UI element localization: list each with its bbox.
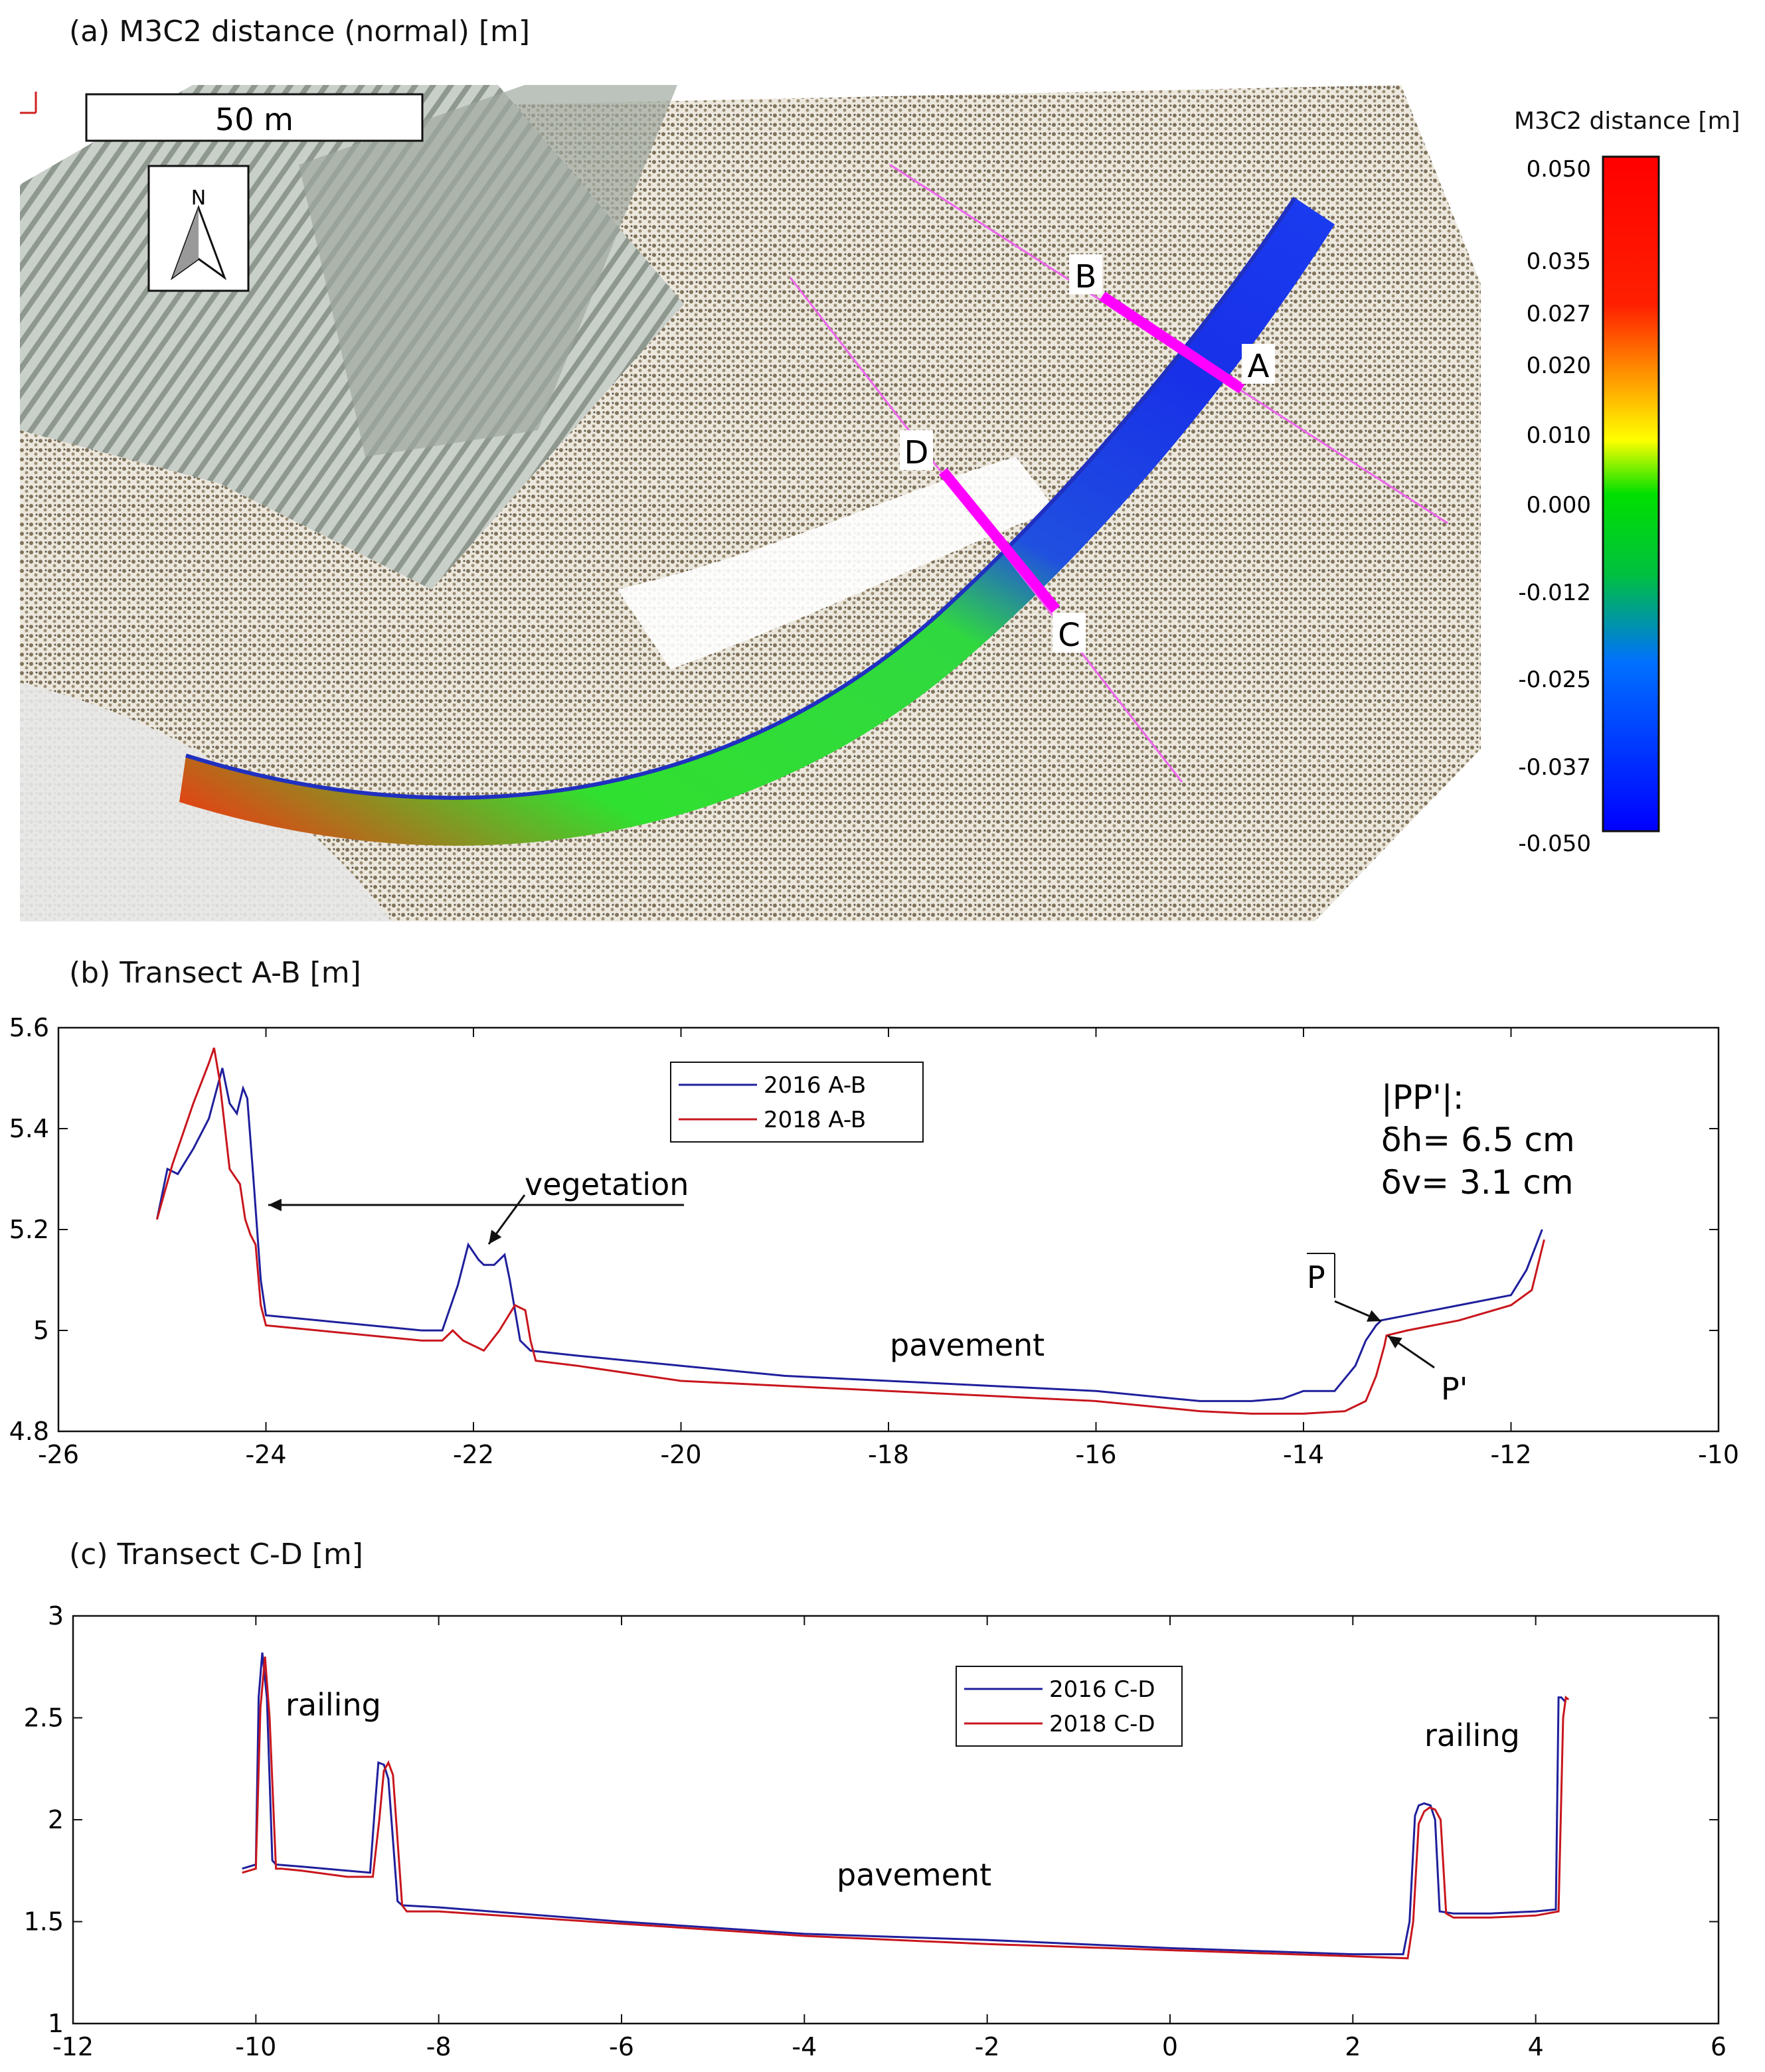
x-tick-label: 0 [1162,2032,1178,2061]
snow-patch [618,457,1056,669]
annotation-arrowhead [268,1198,282,1212]
y-tick-label: 2.5 [24,1704,64,1733]
y-tick-label: 5.2 [9,1215,49,1244]
series-line-2016 [242,1652,1566,1956]
bridge-edge [185,197,1297,800]
colorbar-ticks: 0.050 0.035 0.027 0.020 0.010 0.000 -0.012 -0.0… [1518,156,1591,857]
annotation-arrowhead [489,1230,502,1244]
colorbar-tick-label: -0.037 [1518,754,1591,781]
colorbar-svg: 0.050 0.035 0.027 0.020 0.010 0.000 -0.012 -0.0… [1518,155,1660,857]
scale-bar: 50 m [85,93,424,142]
panel-a-title: (a) M3C2 distance (normal) [m] [69,15,531,48]
panel-b-title: (b) Transect A-B [m] [69,956,361,990]
plot-area [72,1615,1720,2025]
svg-text:B: B [1075,258,1097,295]
m3c2-map-panel: A B C D 50 m N [20,85,1481,921]
x-tick-label: 2 [1345,2032,1361,2061]
legend-box [670,1062,924,1143]
svg-text:D: D [904,434,929,471]
x-tick-label: -22 [453,1440,494,1469]
annotation-label: pavement [837,1857,991,1893]
y-tick-label: 1.5 [24,1907,64,1937]
y-tick-label: 5 [33,1316,49,1345]
legend-label: 2016 A-B [764,1072,866,1099]
transect-ab [1099,291,1245,394]
transect-cd-chart: -12 -10 -8 -6 -4 -2 0 2 4 6 1 1.5 2 2.5 3 2016 C-D 2018 … [24,1601,1727,2061]
x-tick-label: -10 [235,2032,276,2061]
annotation-label: δh= 6.5 cm [1381,1121,1575,1159]
legend-label: 2018 A-B [764,1107,866,1133]
series-line-2018 [155,1047,1545,1415]
svg-text:50 m: 50 m [215,102,294,137]
annotation-label: railing [286,1687,381,1723]
x-tick-label: -16 [1075,1440,1116,1469]
corner-marker [20,92,37,114]
svg-text:A: A [1248,348,1270,385]
x-tick-label: -14 [1283,1440,1324,1469]
x-tick-label: -18 [868,1440,909,1469]
colorbar-tick-label: 0.027 [1527,301,1591,327]
colorbar-gradient [1602,155,1660,833]
m3c2-map-svg: A B C D 50 m N [20,85,1481,921]
x-tick-label: -6 [609,2032,634,2061]
x-tick-label: -24 [245,1440,286,1469]
colorbar-tick-label: 0.035 [1527,248,1591,275]
colorbar-tick-label: -0.050 [1518,831,1591,857]
annotation-arrowhead [1388,1336,1402,1349]
colorbar-tick-label: 0.050 [1527,156,1591,183]
colorbar-title: M3C2 distance [m] [1514,108,1740,135]
colorbar-tick-label: 0.010 [1527,422,1591,449]
x-tick-label: -26 [38,1440,79,1469]
roof-structure [299,85,677,457]
y-tick-label: 4.8 [9,1417,49,1446]
annotation-label: vegetation [525,1166,689,1202]
y-tick-label: 5.6 [9,1013,49,1042]
colorbar-tick-label: 0.020 [1527,353,1591,379]
label-a: A [1242,344,1275,385]
x-tick-label: 4 [1528,2032,1544,2061]
colorbar-tick-label: 0.000 [1527,492,1591,518]
annotation-label: pavement [890,1327,1045,1363]
label-c: C [1052,613,1086,654]
colorbar: M3C2 distance [m] 0.050 0.035 0.027 0.020 0.… [1501,100,1765,870]
legend-box [956,1666,1183,1747]
annotation-arrowhead [1367,1310,1381,1322]
legend-label: 2018 C-D [1049,1711,1155,1737]
y-tick-label: 5.4 [9,1114,49,1143]
panel-c-title: (c) Transect C-D [m] [69,1538,363,1571]
x-tick-label: 6 [1711,2032,1726,2061]
annotation-label: δv= 3.1 cm [1381,1163,1574,1202]
annotation-label: |PP'|: [1381,1078,1464,1117]
transect-ab-chart: -26 -24 -22 -20 -18 -16 -14 -12 -10 4.8 5 5.2 5.4 5.6… [9,1013,1739,1469]
svg-text:C: C [1058,617,1080,654]
bridge-deck-m3c2 [179,198,1335,846]
transect-cd [938,467,1060,613]
colorbar-tick-label: -0.025 [1518,667,1591,693]
series-line-2016 [155,1068,1543,1402]
x-tick-label: -8 [426,2032,452,2061]
annotation-label: P' [1441,1371,1468,1407]
north-arrow-icon: N [147,165,250,292]
x-tick-label: -20 [660,1440,701,1469]
y-tick-label: 1 [48,2009,64,2038]
x-tick-label: -4 [792,2032,817,2061]
svg-text:N: N [191,187,206,210]
legend-label: 2016 C-D [1049,1676,1155,1703]
annotation-label: railing [1424,1717,1520,1753]
x-tick-label: -2 [975,2032,1000,2061]
y-tick-label: 3 [48,1601,64,1631]
x-tick-label: -10 [1698,1440,1739,1469]
x-tick-label: -12 [52,2032,94,2061]
series-line-2018 [242,1656,1570,1960]
x-tick-label: -12 [1490,1440,1531,1469]
colorbar-tick-label: -0.012 [1518,580,1591,606]
label-d: D [900,430,933,471]
y-tick-label: 2 [48,1805,64,1834]
label-b: B [1069,254,1102,295]
annotation-label: P [1307,1259,1325,1295]
